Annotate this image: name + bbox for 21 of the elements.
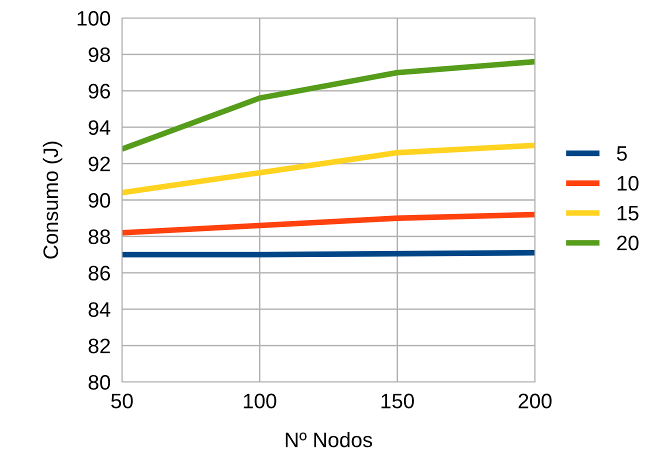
y-axis-title: Consumo (J) [42,142,62,259]
legend-label: 10 [618,176,638,191]
y-tick-label: 92 [88,156,110,172]
y-tick-label: 82 [88,338,110,354]
y-tick-label: 86 [88,266,110,281]
x-tick-label: 200 [518,394,552,408]
y-tick-label: 90 [88,193,110,208]
y-tick-label: 96 [88,84,110,99]
x-tick-label: 150 [382,394,414,408]
y-tick-label: 88 [88,229,110,244]
y-tick-label: 98 [88,47,110,62]
legend-label: 20 [617,236,638,250]
legend-label: 15 [618,206,638,221]
x-tick-label: 100 [244,394,276,408]
legend-label: 5 [616,146,627,161]
x-axis-title: Nº Nodos [286,432,372,448]
y-tick-label: 100 [78,11,110,26]
x-tick-label: 50 [111,394,133,408]
y-tick-label: 94 [88,120,110,135]
y-tick-label: 84 [88,302,110,317]
y-tick-label: 80 [88,375,110,390]
